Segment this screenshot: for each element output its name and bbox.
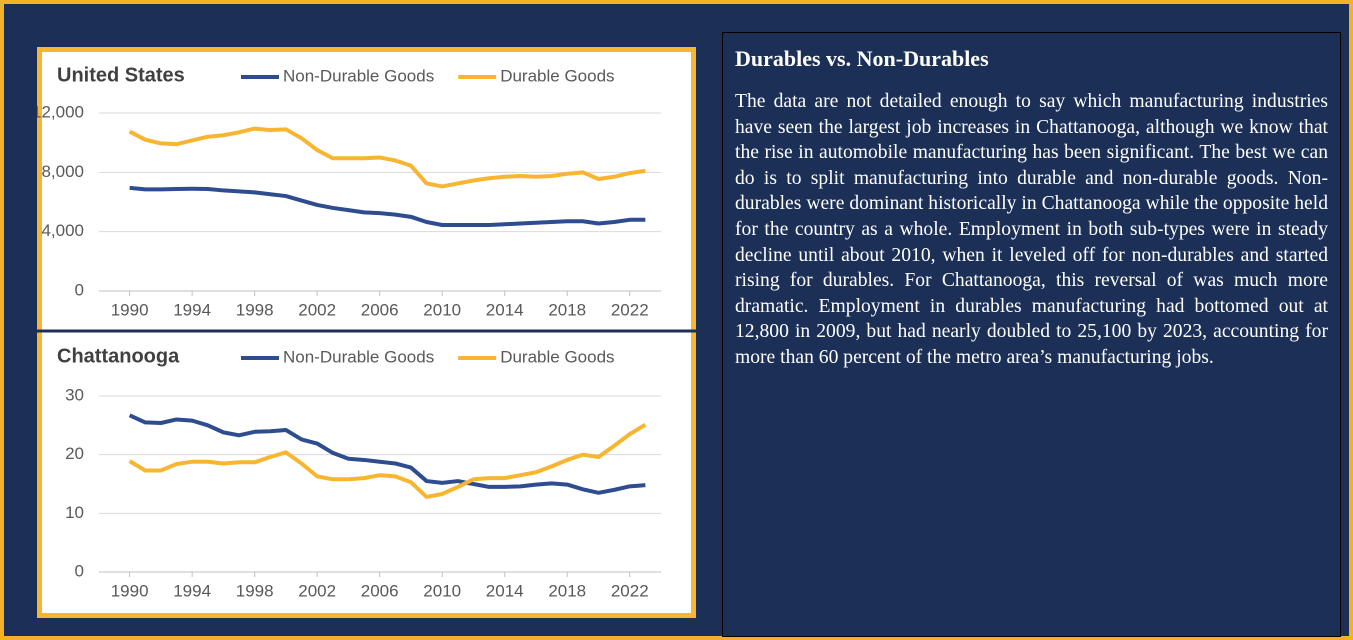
chart-title: Chattanooga [57, 345, 180, 367]
panel-title: Durables vs. Non-Durables [735, 46, 989, 71]
legend-label: Non-Durable Goods [283, 66, 434, 85]
y-tick-label: 0 [75, 561, 84, 580]
x-tick-label: 1990 [111, 300, 149, 319]
x-tick-label: 1998 [236, 300, 274, 319]
x-tick-label: 2002 [298, 581, 336, 600]
x-tick-label: 2018 [548, 581, 586, 600]
y-tick-label: 20 [65, 444, 84, 463]
x-tick-label: 1994 [173, 581, 211, 600]
y-tick-label: 12,000 [37, 102, 84, 121]
x-tick-label: 1990 [111, 581, 149, 600]
y-tick-label: 10 [65, 503, 84, 522]
y-tick-label: 4,000 [41, 221, 84, 240]
y-tick-label: 30 [65, 385, 84, 404]
x-tick-label: 2006 [361, 581, 399, 600]
y-tick-label: 0 [75, 280, 84, 299]
x-tick-label: 2002 [298, 300, 336, 319]
charts: United States Non-Durable Goods Durable Go… [37, 64, 696, 600]
series-line [128, 126, 646, 189]
x-tick-label: 2006 [361, 300, 399, 319]
series-line [128, 423, 647, 499]
legend-label: Durable Goods [500, 347, 614, 366]
y-tick-label: 8,000 [41, 162, 84, 181]
x-tick-label: 2022 [611, 300, 649, 319]
x-tick-label: 2014 [486, 300, 524, 319]
panel-body: The data are not detailed enough to say … [735, 91, 1328, 368]
x-tick-label: 1994 [173, 300, 211, 319]
x-tick-label: 2022 [611, 581, 649, 600]
x-tick-label: 2010 [423, 581, 461, 600]
x-tick-label: 2018 [548, 300, 586, 319]
text-panel: Durables vs. Non-Durables The data are n… [722, 32, 1341, 637]
x-tick-label: 2014 [486, 581, 524, 600]
x-tick-label: 1998 [236, 581, 274, 600]
x-tick-label: 2010 [423, 300, 461, 319]
legend-label: Non-Durable Goods [283, 347, 434, 366]
series-line [128, 413, 646, 495]
legend-label: Durable Goods [500, 66, 614, 85]
series-line [129, 185, 646, 227]
chart-title: United States [57, 64, 185, 86]
chart-panel: United States Non-Durable Goods Durable Go… [37, 47, 696, 618]
